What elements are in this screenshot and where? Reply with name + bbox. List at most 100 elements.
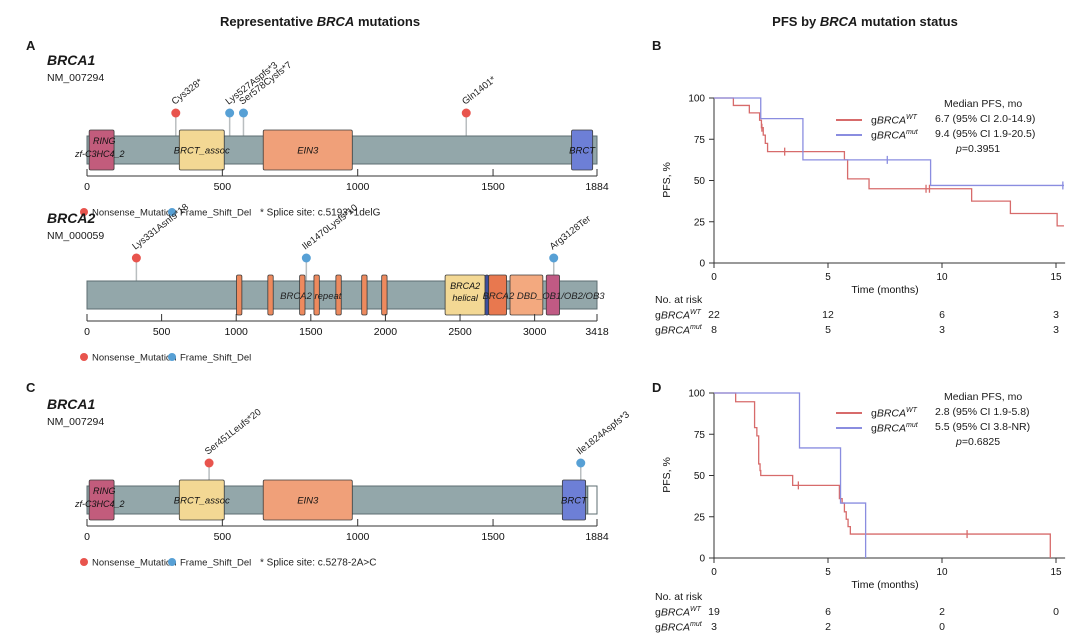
mutation-dot: [204, 458, 214, 468]
x-axis-title: Time (months): [851, 579, 918, 591]
axis-tick-label: 1884: [585, 181, 609, 193]
legend-label: Nonsense_Mutation: [92, 208, 177, 219]
km-legend-title: Median PFS, mo: [944, 391, 1023, 403]
domain-label: EIN3: [297, 496, 319, 507]
axis-tick-label: 1000: [225, 326, 249, 338]
risk-row-label-mut: gBRCAmut: [655, 621, 702, 634]
mutation-dot: [225, 108, 235, 118]
name-prefix: g: [655, 309, 661, 322]
right-title-gene: BRCA: [819, 14, 858, 29]
risk-count: 0: [939, 621, 945, 633]
wt-median-stats: 6.7 (95% CI 2.0-14.9): [935, 113, 1036, 125]
km-curve-wt: [714, 392, 1051, 558]
y-tick-label: 50: [694, 176, 706, 187]
x-axis-title: Time (months): [851, 284, 918, 296]
y-tick-label: 0: [699, 554, 705, 565]
domain-box: [488, 274, 507, 316]
mutation-dot: [238, 108, 248, 118]
axis-tick-label: 0: [84, 326, 90, 338]
name-gene: BRCA: [876, 407, 907, 420]
km-legend-title: Median PFS, mo: [944, 98, 1023, 110]
name-gene: BRCA: [660, 621, 691, 634]
domain-box: [178, 479, 225, 521]
risk-count: 0: [1053, 606, 1059, 618]
domain-label: BRCT: [569, 146, 596, 157]
nonsense-legend-dot: [80, 353, 88, 361]
panel-letter-c: C: [26, 380, 36, 395]
axis-tick-label: 1500: [299, 326, 323, 338]
domain-box: [361, 274, 368, 316]
km-legend-row-wt: gBRCAWT 2.8 (95% CI 1.9-5.8): [836, 405, 1030, 420]
axis-tick-label: 0: [84, 181, 90, 193]
axis-tick-label: 1000: [346, 181, 370, 193]
km-legend-row-mut: gBRCAmut 5.5 (95% CI 3.8-NR): [836, 420, 1030, 435]
domain-label: EIN3: [297, 146, 319, 157]
y-tick-label: 75: [694, 135, 706, 146]
transcript-id-brca1-a: NM_007294: [47, 72, 105, 84]
risk-count: 5: [825, 324, 831, 336]
panel-letter-d: D: [652, 380, 662, 395]
km-curve-mut: [714, 97, 1064, 187]
mutation-label: Arg3128Ter: [548, 213, 593, 252]
x-tick-label: 10: [936, 272, 948, 283]
y-tick-label: 50: [694, 471, 706, 482]
domain-box: [381, 274, 388, 316]
domain-label: BRCT_assoc: [174, 146, 230, 157]
axis-tick-label: 3418: [585, 326, 609, 338]
name-gene: BRCA: [876, 114, 907, 127]
frameshift-legend-dot: [168, 558, 176, 566]
gene-name-brca2-a: BRCA2: [47, 210, 95, 226]
risk-header: No. at risk: [655, 591, 703, 603]
name-sup: mut: [690, 324, 702, 331]
name-prefix: g: [871, 114, 877, 127]
mut-series-name: gBRCAmut: [871, 125, 935, 144]
right-title-post: mutation status: [857, 14, 958, 29]
wt-line-swatch: [836, 118, 862, 121]
frameshift-legend-dot: [168, 353, 176, 361]
panel-letter-b: B: [652, 38, 662, 53]
km-curve-wt: [714, 97, 1064, 227]
mutation-dot: [131, 253, 141, 263]
risk-count: 22: [708, 309, 720, 321]
axis-tick-label: 500: [214, 181, 232, 193]
mutation-dot: [549, 253, 559, 263]
p-symbol: p: [956, 436, 962, 448]
km-legend-row-wt: gBRCAWT 6.7 (95% CI 2.0-14.9): [836, 112, 1035, 127]
legend-label: Frame_Shift_Del: [180, 558, 251, 569]
transcript-id-brca1-c: NM_007294: [47, 416, 105, 428]
p-number: =0.3951: [961, 143, 1001, 155]
p-value-d: p=0.6825: [956, 435, 1030, 450]
p-value-b: p=0.3951: [956, 142, 1035, 157]
axis-tick-label: 1000: [346, 531, 370, 543]
x-tick-label: 15: [1050, 567, 1062, 578]
risk-row-label-wt: gBRCAWT: [655, 309, 701, 322]
gene-name-brca1-c: BRCA1: [47, 396, 95, 412]
risk-count: 12: [822, 309, 834, 321]
transcript-id-brca2-a: NM_000059: [47, 230, 105, 242]
name-prefix: g: [655, 621, 661, 634]
name-sup: mut: [906, 422, 918, 430]
name-gene: BRCA: [660, 324, 691, 337]
frameshift-legend-dot: [168, 208, 176, 216]
km-plot-b: 0 25 50 75 100 0 5 10 15 Time (months) PFS, %: [661, 94, 1066, 296]
name-gene: BRCA: [660, 309, 691, 322]
domain-box: [561, 479, 587, 521]
bar-label: BRCA2 repeat: [280, 291, 342, 302]
axis-tick-label: 1500: [481, 531, 505, 543]
gene-name-text: BRCA1: [47, 396, 96, 412]
y-tick-label: 100: [688, 389, 705, 400]
y-tick-label: 75: [694, 430, 706, 441]
axis-tick-label: 2500: [448, 326, 472, 338]
name-gene: BRCA: [660, 606, 691, 619]
name-sup: mut: [690, 621, 702, 628]
x-tick-label: 0: [711, 272, 717, 283]
domain-box: [178, 129, 225, 171]
splice-site-note: * Splice site: c.5193+1delG: [260, 208, 381, 219]
splice-site-note: * Splice site: c.5278-2A>C: [260, 558, 376, 569]
name-prefix: g: [871, 422, 877, 435]
domain-box: [88, 129, 115, 171]
wt-median-stats: 2.8 (95% CI 1.9-5.8): [935, 406, 1030, 418]
domain-box: [236, 274, 243, 316]
